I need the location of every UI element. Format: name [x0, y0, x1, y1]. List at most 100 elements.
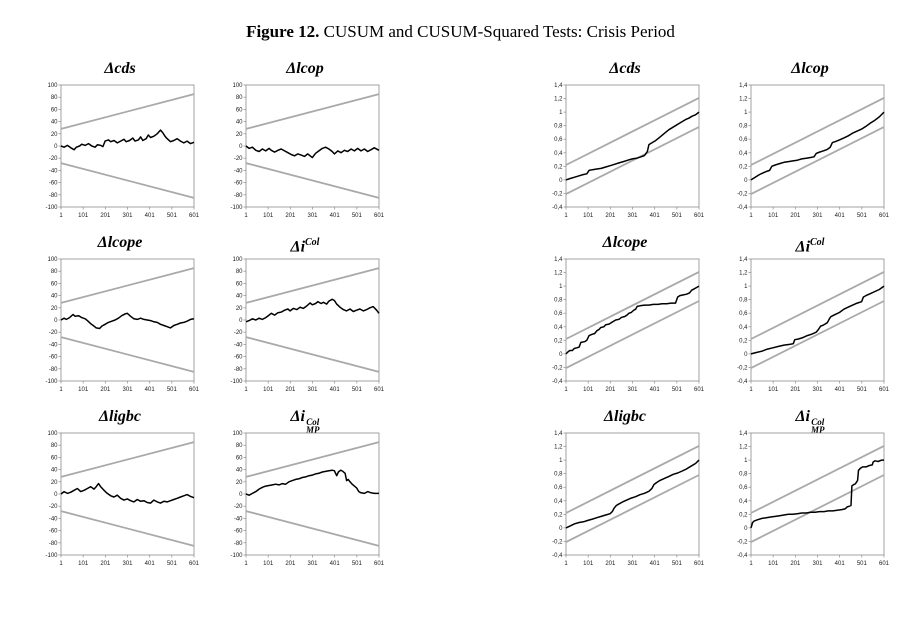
- series-line: [60, 312, 195, 330]
- y-tick-label: 1,2: [739, 445, 748, 451]
- chart-plot: 1,41,210,80,60,40,20-0,2-0,41 101 201 301 40…: [552, 83, 705, 219]
- y-tick-label: 1,2: [554, 97, 563, 103]
- chart-plot: 1,41,210,80,60,40,20-0,2-0,41 101 201 301 40…: [737, 431, 890, 567]
- y-tick-label: -0,2: [552, 365, 563, 371]
- chart-cusum-lcope: Δlcope 100 80 60 40 20 0 -20 -40 -60 -80 -100 1 101 20…: [40, 232, 200, 396]
- y-tick-label: 1,4: [554, 257, 563, 263]
- y-tick-label: 0: [559, 178, 563, 184]
- y-tick-label: 1,2: [739, 271, 748, 277]
- x-tick-label: 601: [189, 213, 200, 219]
- y-tick-label: -80: [234, 193, 243, 199]
- y-tick-label: 0,8: [554, 124, 563, 130]
- x-tick-label: 601: [374, 387, 385, 393]
- chart-title: Δligbc: [603, 408, 647, 425]
- x-tick-label: 601: [694, 561, 705, 567]
- chart-cusumsq-cds: Δcds 1,4 1,2 1 0,8 0,6 0,4 0,2 0 -0,2 -0,4 1 101 201 3…: [545, 58, 705, 222]
- upper-band-line: [60, 93, 195, 130]
- y-tick-label: -20: [49, 330, 58, 336]
- x-tick-label: 1: [564, 213, 568, 219]
- y-tick-label: -0,4: [737, 379, 748, 385]
- x-tick-label: 601: [189, 387, 200, 393]
- x-tick-label: 601: [879, 213, 890, 219]
- y-tick-label: 20: [236, 480, 243, 486]
- y-tick-label: -0,2: [737, 365, 748, 371]
- y-tick-label: -60: [234, 529, 243, 535]
- x-tick-label: 301: [307, 213, 318, 219]
- x-tick-label: 101: [768, 213, 779, 219]
- lower-band-line: [750, 474, 885, 543]
- x-tick-label: 1: [244, 213, 248, 219]
- x-tick-label: 1: [564, 561, 568, 567]
- x-tick-label: 601: [694, 213, 705, 219]
- upper-band-line: [565, 445, 700, 514]
- x-tick-label: 101: [78, 561, 89, 567]
- y-tick-label: 1: [744, 110, 748, 116]
- y-tick-label: 1,4: [554, 83, 563, 89]
- series-line: [750, 459, 884, 529]
- figure-label: Figure 12.: [246, 22, 320, 41]
- chart-title: Δcds: [104, 60, 136, 77]
- series-line: [565, 111, 700, 181]
- y-tick-label: 0,2: [554, 164, 563, 170]
- cusum-chart-group: Δcds 100 80 60 40 20 0 -20 -40 -60 -80 -100 1 101 201 3…: [40, 58, 385, 570]
- y-tick-label: -100: [45, 379, 58, 385]
- series-line: [60, 129, 195, 151]
- y-tick-label: -80: [49, 193, 58, 199]
- y-tick-label: -20: [234, 330, 243, 336]
- y-tick-label: 0,6: [554, 485, 563, 491]
- y-tick-label: 0,8: [739, 124, 748, 130]
- x-tick-label: 1: [59, 387, 63, 393]
- y-tick-label: 1,4: [739, 257, 748, 263]
- x-tick-label: 501: [672, 387, 683, 393]
- x-tick-label: 601: [374, 561, 385, 567]
- y-tick-label: 40: [51, 294, 58, 300]
- y-tick-label: 0,2: [554, 512, 563, 518]
- chart-cusumsq-icol: ΔiCol 1,4 1,2 1 0,8 0,6 0,4 0,2 0 -0,2 -0,4 1 101 201…: [730, 232, 890, 396]
- chart-cusum-lcop: Δlcop 100 80 60 40 20 0 -20 -40 -60 -80 -100 1 101 201…: [225, 58, 385, 222]
- x-tick-label: 1: [244, 561, 248, 567]
- x-tick-label: 501: [857, 387, 868, 393]
- x-tick-label: 1: [59, 213, 63, 219]
- upper-band-line: [750, 271, 885, 340]
- lower-band-line: [245, 162, 380, 199]
- y-tick-label: 0,2: [554, 338, 563, 344]
- y-tick-label: 80: [51, 443, 58, 449]
- y-tick-label: -0,4: [552, 379, 563, 385]
- lower-band-line: [750, 300, 885, 369]
- x-tick-label: 401: [330, 213, 341, 219]
- x-tick-label: 501: [352, 387, 363, 393]
- y-tick-label: -100: [230, 553, 243, 559]
- upper-band-line: [750, 445, 885, 514]
- y-tick-label: 20: [236, 306, 243, 312]
- x-tick-label: 301: [122, 213, 133, 219]
- y-tick-label: -20: [234, 156, 243, 162]
- x-tick-label: 401: [835, 213, 846, 219]
- y-tick-label: 20: [51, 306, 58, 312]
- upper-band-line: [245, 93, 380, 130]
- y-tick-label: 60: [236, 455, 243, 461]
- y-tick-label: 0: [239, 144, 243, 150]
- y-tick-label: 100: [47, 257, 58, 263]
- y-tick-label: -100: [45, 553, 58, 559]
- y-tick-label: 0: [744, 178, 748, 184]
- lower-band-line: [565, 126, 700, 195]
- x-tick-label: 501: [167, 213, 178, 219]
- y-tick-label: 0: [559, 526, 563, 532]
- y-tick-label: -80: [49, 367, 58, 373]
- y-tick-label: 0: [54, 318, 58, 324]
- y-tick-label: 0,4: [554, 151, 563, 157]
- series-line: [565, 459, 700, 529]
- x-tick-label: 201: [605, 561, 616, 567]
- x-tick-label: 401: [330, 561, 341, 567]
- upper-band-line: [60, 441, 195, 478]
- x-tick-label: 301: [307, 561, 318, 567]
- y-tick-label: -0,4: [552, 553, 563, 559]
- series-line: [750, 111, 885, 181]
- x-tick-label: 1: [564, 387, 568, 393]
- x-tick-label: 101: [78, 213, 89, 219]
- lower-band-line: [60, 336, 195, 373]
- y-tick-label: 100: [232, 431, 243, 437]
- x-tick-label: 501: [672, 213, 683, 219]
